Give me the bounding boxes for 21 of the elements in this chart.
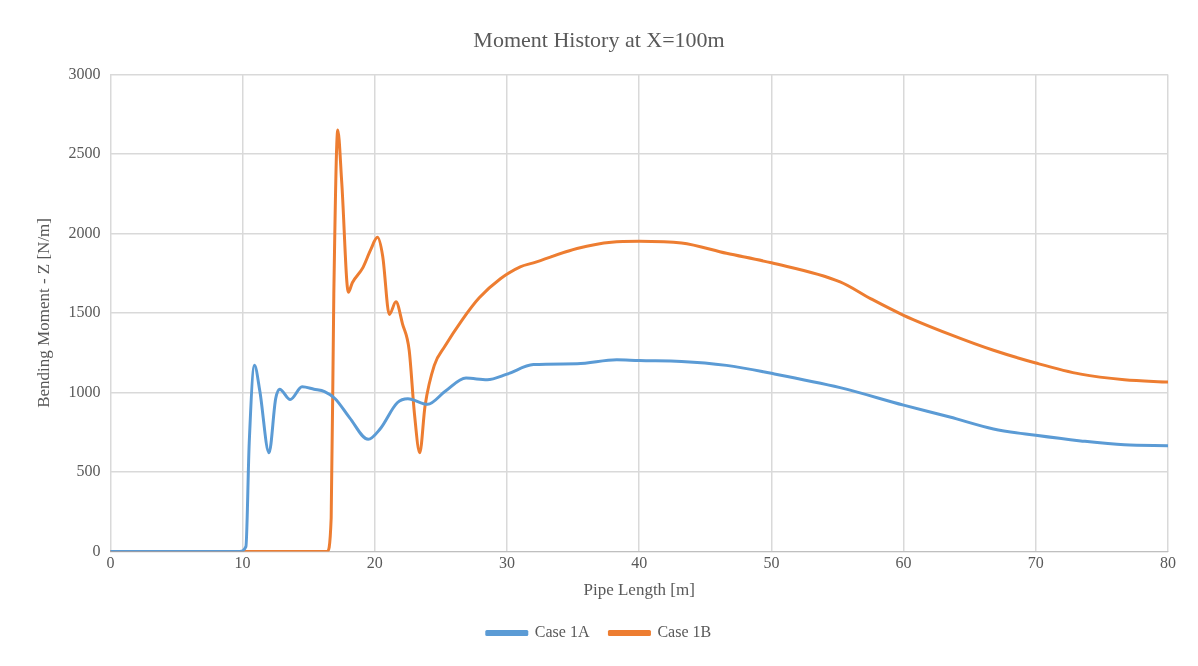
y-tick-label: 500 <box>76 462 101 480</box>
x-tick-label: 50 <box>763 554 780 572</box>
chart-title: Moment History at X=100m <box>473 26 725 52</box>
y-tick-label: 1000 <box>68 382 101 400</box>
x-tick-label: 20 <box>366 554 383 572</box>
x-tick-label: 0 <box>106 554 115 572</box>
y-tick-label: 3000 <box>68 64 101 82</box>
x-tick-label: 30 <box>499 554 515 572</box>
x-tick-label: 60 <box>895 554 912 572</box>
legend-label: Case 1A <box>534 623 590 641</box>
legend-label: Case 1B <box>657 623 712 641</box>
x-tick-label: 80 <box>1160 554 1176 572</box>
y-tick-label: 2000 <box>68 223 101 241</box>
x-axis-title: Pipe Length [m] <box>583 580 695 600</box>
x-tick-label: 10 <box>234 554 251 572</box>
x-tick-label: 70 <box>1027 554 1044 572</box>
y-axis-title: Bending Moment - Z [N/m] <box>33 217 53 408</box>
y-tick-label: 2500 <box>68 144 101 162</box>
y-tick-label: 1500 <box>68 303 101 321</box>
x-tick-label: 40 <box>631 554 648 572</box>
y-tick-label: 0 <box>92 541 101 559</box>
